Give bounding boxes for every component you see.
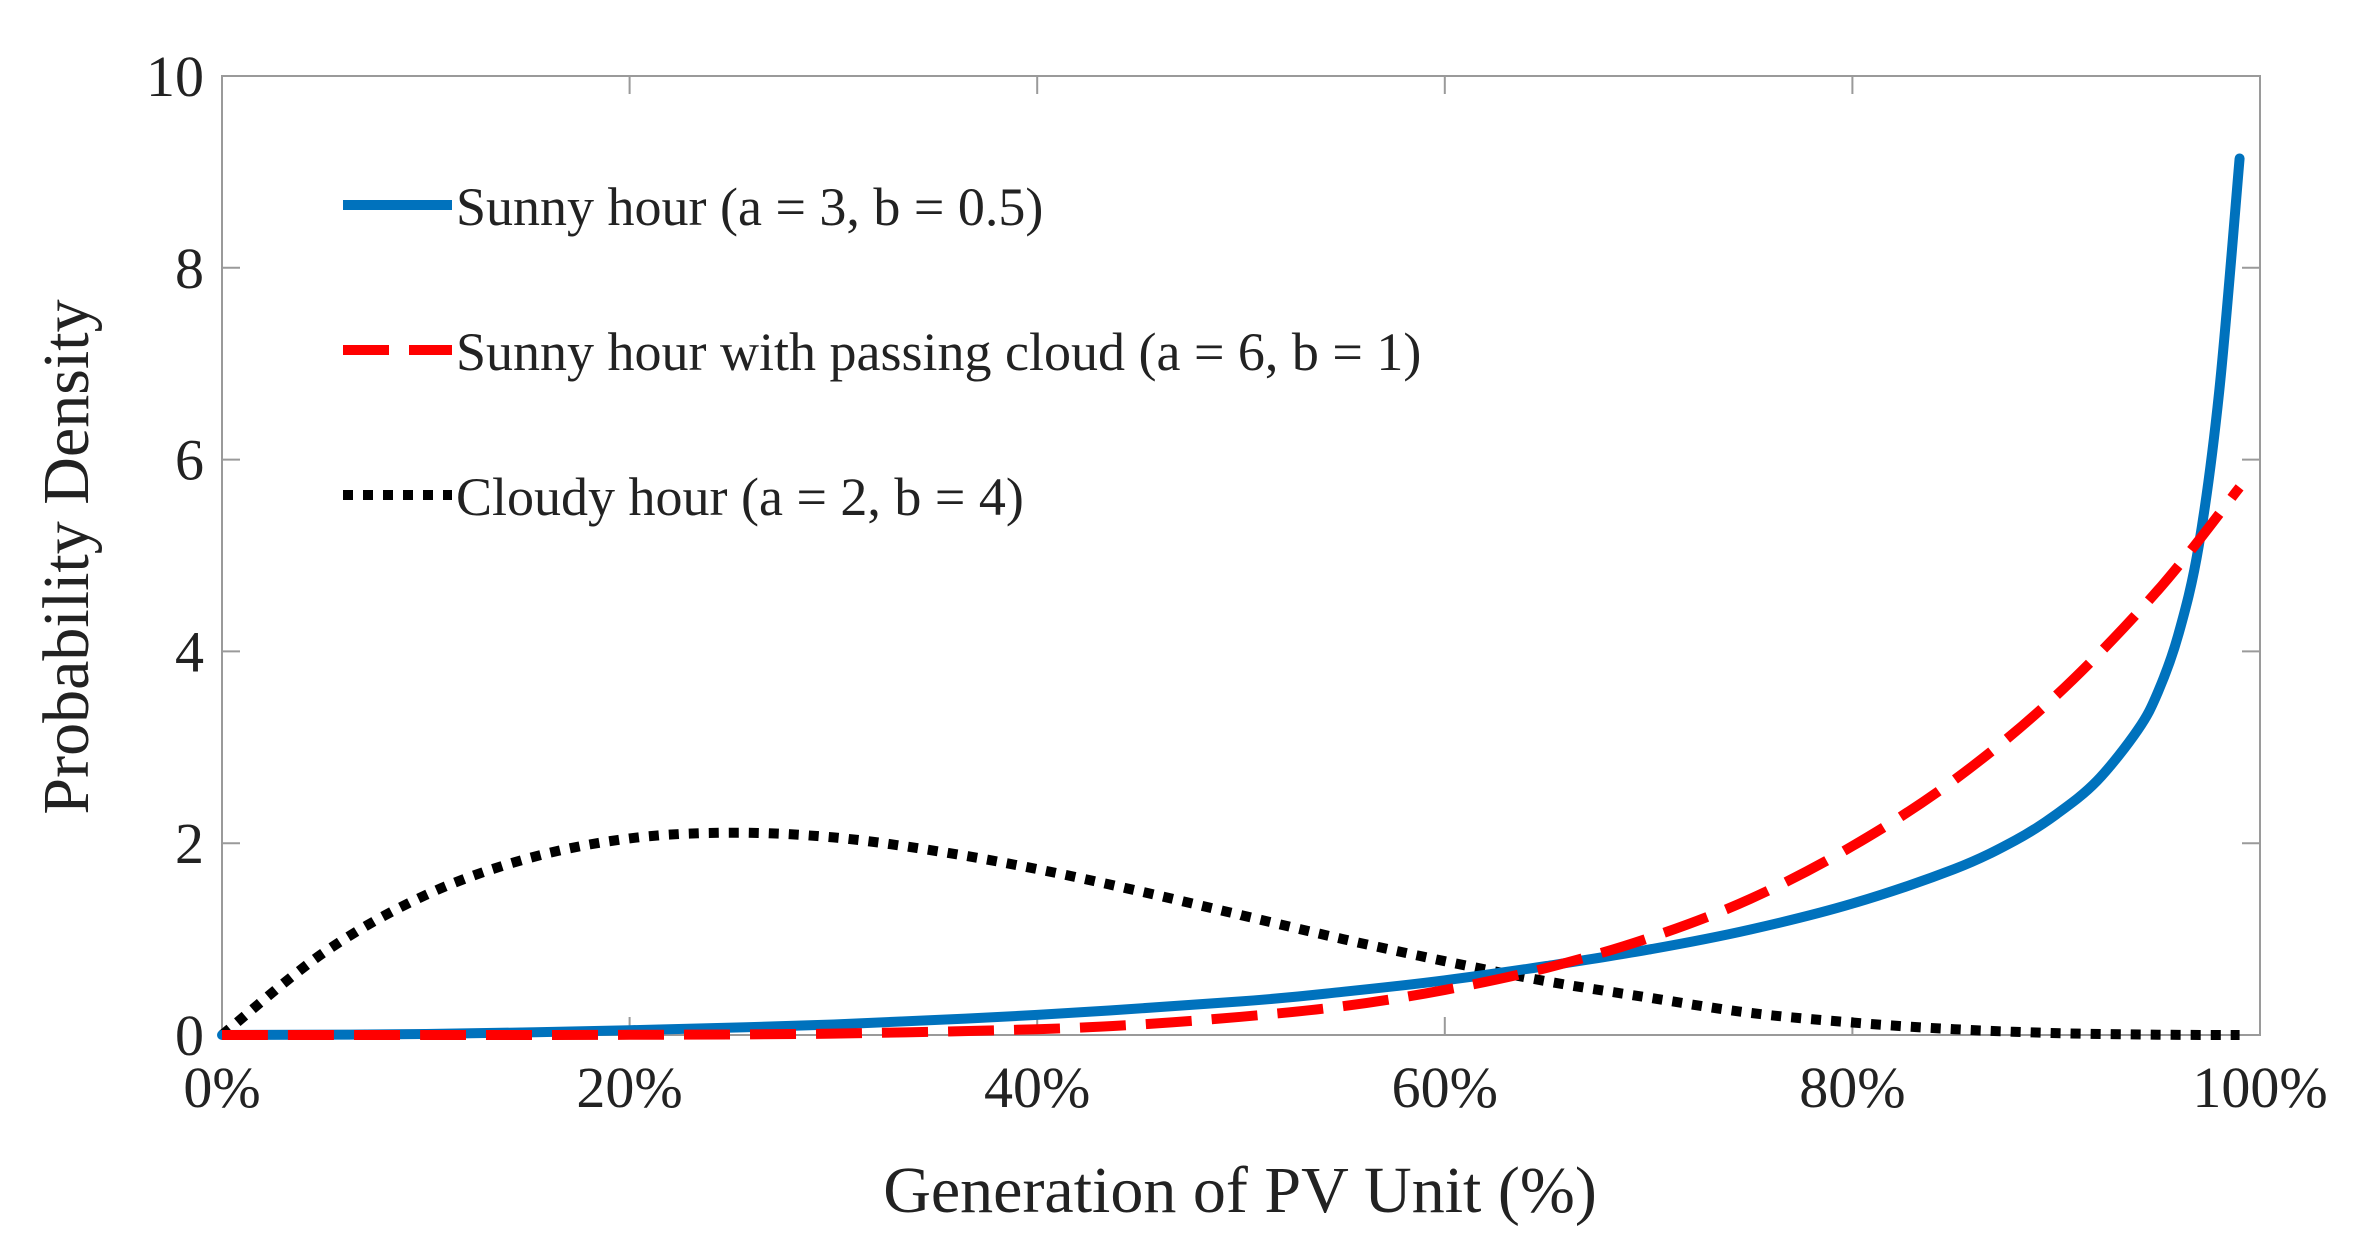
x-axis-label: Generation of PV Unit (%) — [883, 1154, 1597, 1227]
series-line-3 — [218, 827, 2240, 1040]
y-tick-label: 8 — [175, 236, 204, 301]
plot-area — [221, 75, 2261, 1036]
x-tick-label: 20% — [576, 1055, 682, 1120]
legend-label-3: Cloudy hour (a = 2, b = 4) — [456, 467, 1024, 527]
x-tick-label: 100% — [2192, 1055, 2327, 1120]
y-tick-label: 4 — [175, 619, 204, 684]
x-tick-label: 0% — [183, 1055, 260, 1120]
x-tick-label: 60% — [1392, 1055, 1498, 1120]
series-line-2 — [222, 484, 2244, 1041]
y-tick-label: 0 — [175, 1003, 204, 1068]
y-tick-label: 6 — [175, 428, 204, 493]
y-axis-label: Probability Density — [30, 299, 103, 814]
axis-ticks: 0% 20% 40% 60% 80% 100% 0 2 4 6 8 10 — [146, 44, 2328, 1120]
series-line-1 — [217, 153, 2245, 1040]
y-tick-label: 2 — [175, 811, 204, 876]
legend: Sunny hour (a = 3, b = 0.5) Sunny hour wi… — [343, 177, 1421, 527]
legend-label-1: Sunny hour (a = 3, b = 0.5) — [456, 177, 1043, 237]
series-lines — [217, 153, 2245, 1041]
plot-frame — [221, 75, 2261, 1036]
y-tick-label: 10 — [146, 44, 204, 109]
x-tick-label: 80% — [1799, 1055, 1905, 1120]
x-tick-label: 40% — [984, 1055, 1090, 1120]
legend-label-2: Sunny hour with passing cloud (a = 6, b … — [456, 322, 1421, 382]
